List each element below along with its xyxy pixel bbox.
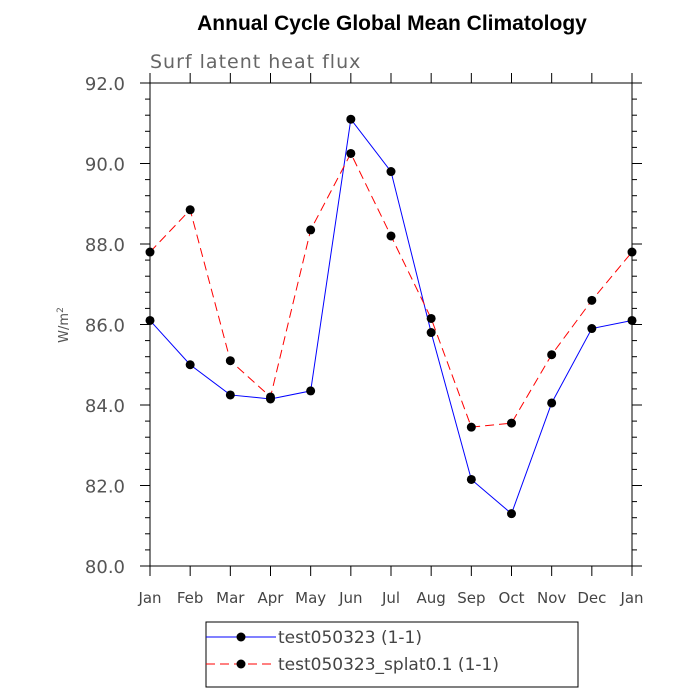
- chart-subtitle: Surf latent heat flux: [150, 51, 361, 73]
- series-0-point: [306, 386, 316, 396]
- x-tick-label: Feb: [177, 589, 204, 607]
- legend-label-1: test050323_splat0.1 (1-1): [278, 655, 499, 675]
- y-tick-label: 90.0: [85, 155, 125, 176]
- legend-marker-1: [236, 659, 246, 669]
- series-0-point: [587, 324, 597, 334]
- x-tick-label: Dec: [577, 589, 606, 607]
- x-tick-label: Oct: [499, 589, 525, 607]
- y-tick-label: 86.0: [85, 316, 125, 337]
- series-1-point: [627, 247, 637, 257]
- series-0-point: [507, 509, 516, 519]
- y-tick-label: 84.0: [85, 396, 125, 417]
- series-1-point: [225, 356, 235, 366]
- x-tick-label: Sep: [457, 589, 485, 607]
- y-tick-label: 88.0: [85, 235, 125, 256]
- x-tick-label: Apr: [258, 589, 285, 607]
- x-axis: Jan Feb Mar Apr May Jun Jul Aug Sep Oct Nov Dec Jan: [137, 73, 644, 607]
- series-line-1: [149, 152, 633, 428]
- series-1-point: [426, 313, 436, 323]
- series-0-point: [547, 398, 557, 408]
- series-1-point: [145, 247, 155, 257]
- legend-box: [205, 621, 579, 688]
- legend: test050323 (1-1) test050323_splat0.1 (1-1…: [205, 621, 579, 688]
- series-1-point: [507, 418, 516, 428]
- series-1-point: [587, 295, 597, 305]
- series-0-point: [225, 390, 235, 400]
- series-layer: [145, 114, 637, 519]
- y-axis-label: W/m2: [56, 307, 72, 343]
- y-axis-label-main: W/m: [57, 313, 72, 343]
- series-0-point: [386, 167, 396, 177]
- plot-frame: [149, 82, 633, 567]
- series-0-point: [426, 328, 436, 338]
- series-1-point: [466, 422, 476, 432]
- series-0-point: [627, 315, 637, 325]
- y-axis: 80.0 82.0 84.0 86.0 88.0 90.0 92.0: [85, 74, 642, 578]
- series-1-point: [185, 205, 195, 215]
- y-tick-label: 80.0: [85, 557, 125, 578]
- x-tick-label: Mar: [216, 589, 245, 607]
- series-0-point: [466, 474, 476, 484]
- chart-title: Annual Cycle Global Mean Climatology: [197, 12, 587, 35]
- series-0-point: [145, 315, 155, 325]
- series-1-point: [346, 148, 356, 158]
- x-tick-label: Jul: [381, 589, 400, 607]
- series-0-point: [185, 360, 195, 370]
- series-line-0: [149, 117, 633, 515]
- y-tick-label: 82.0: [85, 477, 125, 498]
- series-1-point: [306, 225, 316, 235]
- legend-items: test050323 (1-1) test050323_splat0.1 (1-1…: [206, 628, 499, 675]
- x-tick-label: Jun: [338, 589, 362, 607]
- y-tick-label: 92.0: [85, 74, 125, 95]
- x-tick-label: Aug: [417, 589, 446, 607]
- series-0-point: [346, 114, 356, 124]
- series-1-point: [547, 350, 557, 360]
- x-tick-label: Jan: [619, 589, 643, 607]
- series-1-point: [266, 392, 275, 402]
- x-tick-label: May: [295, 589, 326, 607]
- legend-marker-0: [236, 632, 246, 642]
- legend-label-0: test050323 (1-1): [278, 628, 422, 648]
- minor-ticks: [145, 98, 637, 551]
- x-tick-label: Jan: [137, 589, 161, 607]
- series-1-point: [386, 231, 396, 241]
- y-axis-label-superscript: 2: [56, 307, 66, 313]
- x-tick-label: Nov: [537, 589, 566, 607]
